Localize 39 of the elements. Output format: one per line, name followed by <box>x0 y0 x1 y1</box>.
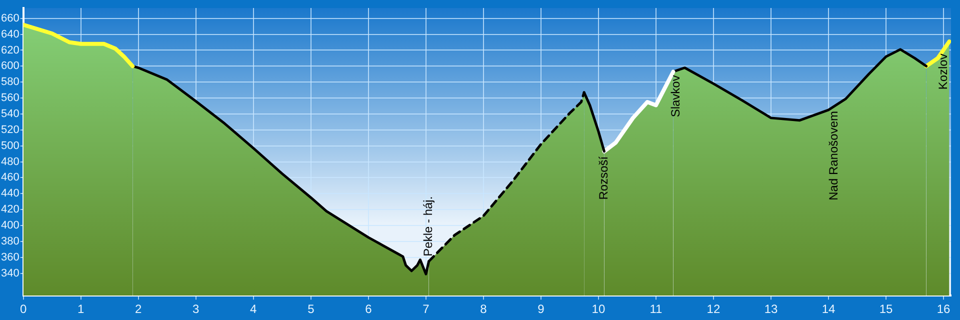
x-tick-label: 8 <box>480 302 488 316</box>
y-tick-label: 600 <box>0 60 20 72</box>
x-tick-label: 6 <box>365 302 372 316</box>
y-tick-label: 560 <box>0 92 20 104</box>
y-tick-label: 460 <box>0 172 20 184</box>
y-tick-label: 380 <box>0 235 20 248</box>
x-tick-label: 16 <box>936 302 951 316</box>
y-tick-label: 520 <box>0 124 20 136</box>
y-tick-label: 360 <box>0 251 20 264</box>
y-tick-label: 640 <box>0 28 20 40</box>
x-tick-label: 4 <box>250 302 258 316</box>
y-tick-label: 480 <box>0 156 20 168</box>
annotation: Kozlov <box>936 54 950 90</box>
x-tick-label: 5 <box>308 302 315 316</box>
x-tick-label: 11 <box>650 302 663 316</box>
y-tick-label: 620 <box>0 44 20 56</box>
annotation: Rozsoší <box>596 156 611 200</box>
x-tick-label: 9 <box>538 302 545 316</box>
y-tick-label: 420 <box>0 204 20 216</box>
y-tick-label: 580 <box>0 76 20 88</box>
annotation: Slavkov <box>668 75 682 118</box>
x-tick-label: 14 <box>822 302 836 316</box>
x-tick-label: 2 <box>135 302 142 316</box>
y-tick-label: 540 <box>0 108 20 120</box>
x-tick-label: 13 <box>764 302 778 316</box>
x-tick-label: 1 <box>78 302 85 316</box>
x-tick-label: 3 <box>192 302 200 316</box>
y-tick-label: 440 <box>0 188 20 200</box>
x-tick-label: 10 <box>592 302 606 316</box>
annotation: Nad Ranošovem <box>826 110 841 200</box>
x-tick-label: 7 <box>422 302 430 316</box>
annotation: Pekle - háj. <box>421 196 436 256</box>
x-tick-label: 15 <box>879 302 894 316</box>
y-tick-label: 400 <box>0 220 20 232</box>
x-tick-label: 12 <box>706 302 720 316</box>
y-tick-label: 500 <box>0 140 20 152</box>
y-tick-label: 340 <box>0 267 20 280</box>
x-tick-label: 0 <box>20 302 28 316</box>
y-tick-label: 660 <box>0 12 20 24</box>
